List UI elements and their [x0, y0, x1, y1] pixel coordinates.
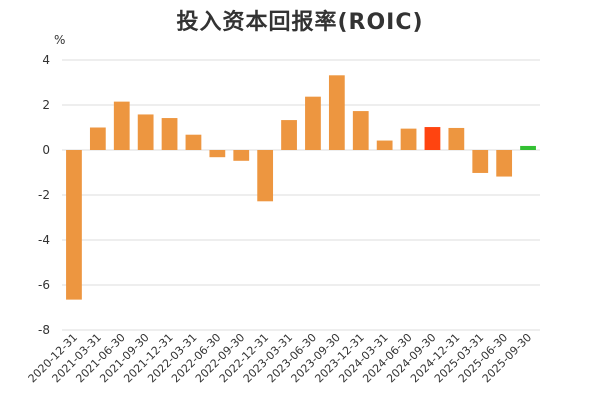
y-tick-label: -4 — [38, 233, 50, 247]
bar-2021-03-31 — [89, 127, 106, 150]
bar-2025-09-30 — [520, 145, 536, 150]
grid-lines — [62, 59, 540, 331]
bar-2023-03-31 — [281, 120, 297, 150]
bar-2020-12-31 — [66, 150, 82, 300]
bar-2025-03-31 — [472, 150, 489, 173]
chart-title: 投入资本回报率(ROIC) — [176, 10, 424, 35]
bar-2023-09-30 — [328, 75, 345, 150]
bar-2022-12-31 — [257, 150, 274, 202]
bar-2024-09-30 — [424, 127, 441, 150]
bar-2022-06-30 — [209, 150, 226, 158]
y-tick-label: 2 — [42, 98, 50, 112]
y-tick-label: 0 — [42, 143, 50, 157]
y-unit-label: % — [54, 33, 65, 47]
bar-2023-06-30 — [305, 96, 321, 150]
bar-2025-06-30 — [496, 150, 513, 177]
bar-2021-09-30 — [137, 114, 154, 150]
bar-2021-06-30 — [113, 101, 130, 150]
y-tick-label: 4 — [42, 53, 50, 67]
y-tick-label: -2 — [38, 188, 50, 202]
y-tick-label: -8 — [38, 323, 50, 337]
bar-2024-03-31 — [376, 140, 393, 150]
bar-2022-03-31 — [185, 134, 202, 150]
bar-2021-12-31 — [161, 118, 178, 150]
bar-2022-09-30 — [233, 150, 250, 161]
bar-2023-12-31 — [352, 111, 369, 150]
x-axis-ticks: 2020-12-312021-03-312021-06-302021-09-30… — [26, 331, 535, 385]
bar-2024-12-31 — [448, 127, 465, 150]
y-axis-ticks: 4 2 0 -2 -4 -6 -8 — [38, 53, 50, 337]
bars — [66, 75, 536, 300]
bar-2024-06-30 — [400, 128, 417, 150]
y-tick-label: -6 — [38, 278, 50, 292]
